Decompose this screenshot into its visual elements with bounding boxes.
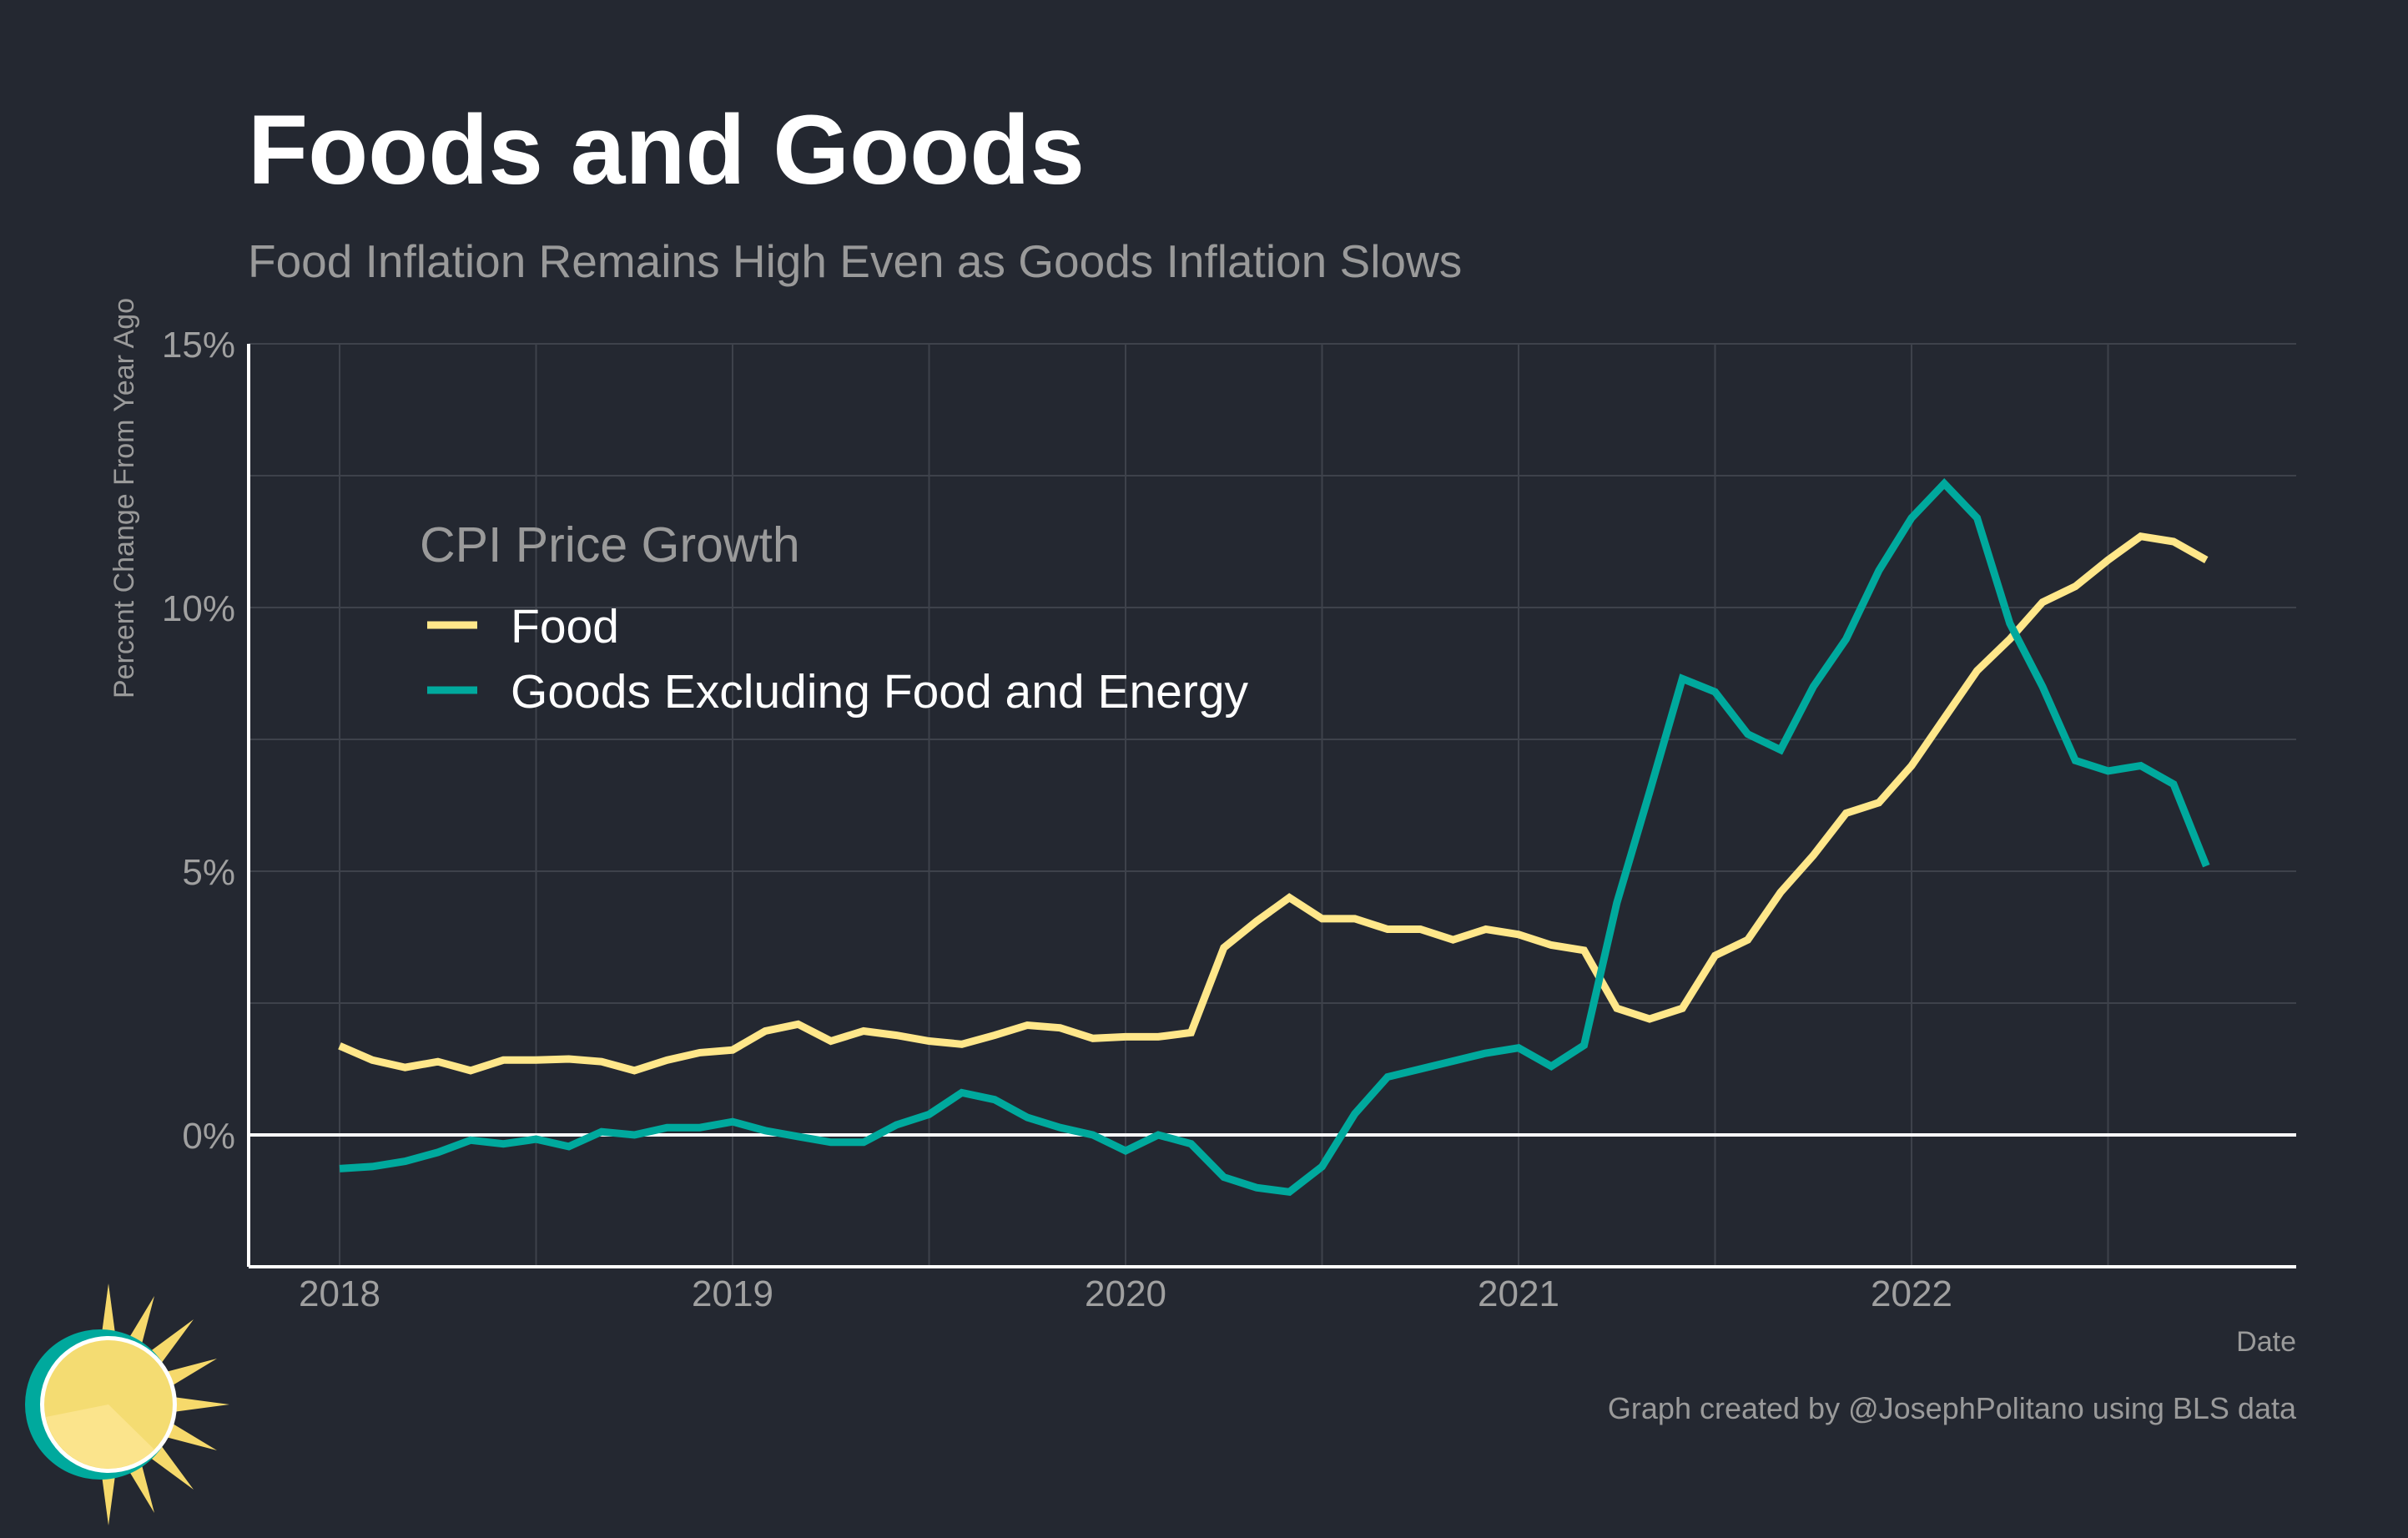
x-tick-label: 2021 <box>1478 1273 1559 1314</box>
chart-title: Foods and Goods <box>248 95 1085 205</box>
sun-logo <box>25 1283 229 1525</box>
credit-text: Graph created by @JosephPolitano using B… <box>1608 1391 2297 1425</box>
legend-label-goods: Goods Excluding Food and Energy <box>511 665 1249 719</box>
x-tick-label: 2022 <box>1871 1273 1952 1314</box>
y-tick-label: 5% <box>182 852 235 893</box>
chart-subtitle: Food Inflation Remains High Even as Good… <box>248 235 1462 287</box>
y-tick-labels: 0% 5% 10% 15% <box>162 325 235 1157</box>
sun-shade <box>46 1404 154 1469</box>
series-lines <box>338 477 2210 1197</box>
axes <box>247 344 2296 1268</box>
series-line-goods <box>339 477 2210 1197</box>
legend-title: CPI Price Growth <box>420 517 800 572</box>
x-tick-label: 2019 <box>692 1273 773 1314</box>
legend: CPI Price Growth Food Goods Excluding Fo… <box>420 517 1249 719</box>
y-tick-label: 15% <box>162 325 235 366</box>
x-tick-label: 2020 <box>1085 1273 1166 1314</box>
sun-rays-icon <box>100 1283 229 1525</box>
y-axis-label: Percent Change From Year Ago <box>108 298 140 698</box>
y-tick-label: 10% <box>162 588 235 629</box>
x-tick-labels: 2018 2019 2020 2021 2022 <box>299 1273 1952 1314</box>
y-tick-label: 0% <box>182 1116 235 1157</box>
x-tick-label: 2018 <box>299 1273 380 1314</box>
x-axis-label: Date <box>2236 1326 2296 1358</box>
legend-label-food: Food <box>511 600 619 653</box>
series-line-food <box>338 532 2209 1075</box>
